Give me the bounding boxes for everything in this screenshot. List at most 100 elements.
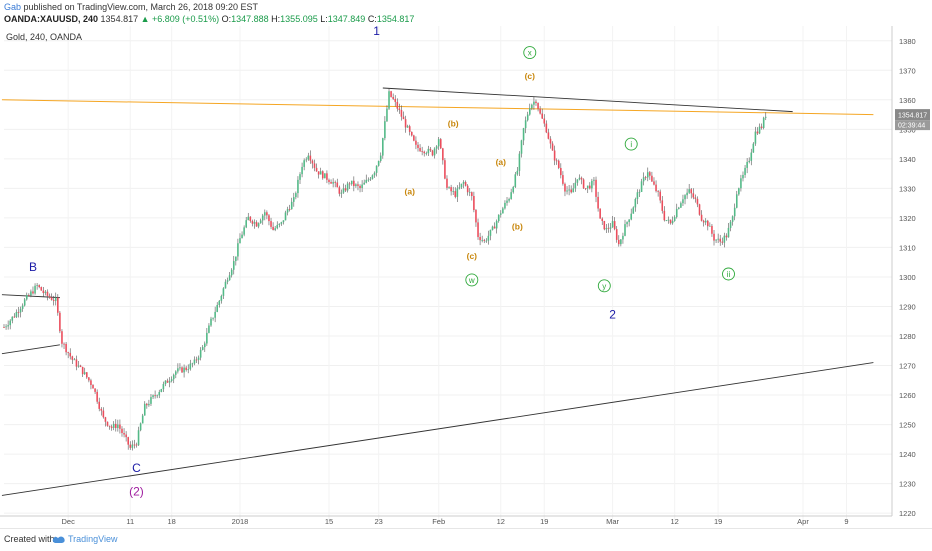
candle-body xyxy=(7,325,9,327)
candle-body xyxy=(154,395,156,397)
candle-body xyxy=(332,182,334,184)
candle-body xyxy=(117,424,119,429)
candle-body xyxy=(746,161,748,168)
y-tick-label: 1220 xyxy=(899,509,916,518)
candle-body xyxy=(413,135,415,141)
candle-body xyxy=(270,221,272,227)
candle-body xyxy=(518,153,521,171)
candle-body xyxy=(63,343,65,345)
candle-body xyxy=(230,269,233,276)
candle-body xyxy=(321,171,324,179)
candle-body xyxy=(510,192,512,199)
candle-body xyxy=(297,179,299,194)
candle-body xyxy=(232,261,235,270)
candle-body xyxy=(404,119,407,128)
candle-body xyxy=(675,208,678,218)
candle-body xyxy=(572,188,575,193)
candle-body xyxy=(48,295,51,298)
candle-body xyxy=(547,132,550,139)
resistance-line xyxy=(1,99,874,116)
candle-body xyxy=(551,143,554,151)
x-tick-label: 15 xyxy=(325,517,333,526)
candle-body xyxy=(40,287,43,291)
candle-body xyxy=(123,432,125,435)
candle-body xyxy=(713,233,715,241)
candle-body xyxy=(220,295,223,301)
candle-body xyxy=(410,131,413,136)
x-tick-label: 18 xyxy=(167,517,175,526)
candle-body xyxy=(663,210,666,221)
candle-body xyxy=(555,160,558,162)
candle-body xyxy=(566,190,568,192)
y-tick-label: 1310 xyxy=(899,243,916,252)
candle-body xyxy=(338,187,341,194)
candle-body xyxy=(139,423,142,431)
candle-body xyxy=(15,311,18,318)
candle-body xyxy=(439,139,442,149)
candle-body xyxy=(557,160,560,168)
wave-label: (a) xyxy=(405,186,416,196)
candle-body xyxy=(483,240,486,241)
candle-body xyxy=(733,207,736,217)
candle-body xyxy=(624,224,626,236)
candle-body xyxy=(526,114,529,121)
published-text: published on TradingView.com, March 26, … xyxy=(23,2,259,12)
candle-body xyxy=(168,380,171,383)
candle-body xyxy=(185,367,187,370)
candle-body xyxy=(686,192,688,196)
candle-body xyxy=(137,430,140,446)
candle-body xyxy=(673,217,676,221)
candle-body xyxy=(313,163,316,168)
author-link[interactable]: Gab xyxy=(4,2,22,12)
candle-body xyxy=(740,178,742,189)
candle-body xyxy=(388,91,390,109)
candle-body xyxy=(609,227,612,229)
candle-body xyxy=(549,138,552,144)
candle-body xyxy=(659,191,661,201)
candle-body xyxy=(96,391,98,402)
candle-body xyxy=(715,239,717,241)
candle-body xyxy=(475,209,477,223)
candle-body xyxy=(350,180,353,185)
candle-body xyxy=(649,172,651,176)
wave-label: (c) xyxy=(525,71,536,81)
candle-body xyxy=(77,365,80,367)
candle-body xyxy=(696,198,699,205)
candle-body xyxy=(553,150,556,161)
candle-body xyxy=(719,238,722,242)
candle-body xyxy=(326,173,328,180)
candle-body xyxy=(545,123,548,133)
high-value: 1355.095 xyxy=(280,14,318,24)
tradingview-link[interactable]: TradingView xyxy=(68,534,118,544)
wave-circle-label: y xyxy=(602,282,606,291)
candle-body xyxy=(576,179,579,183)
candle-body xyxy=(497,214,500,222)
candle-body xyxy=(32,291,34,294)
candle-body xyxy=(423,151,426,154)
candle-body xyxy=(617,239,620,245)
candle-body xyxy=(216,304,219,312)
candle-body xyxy=(98,401,101,409)
candle-body xyxy=(489,229,492,236)
candle-body xyxy=(725,235,728,238)
candle-body xyxy=(266,212,268,216)
candle-body xyxy=(324,173,326,179)
candle-body xyxy=(400,109,403,117)
candle-body xyxy=(491,226,494,230)
candle-body xyxy=(578,177,581,180)
wave-label: C xyxy=(132,461,141,475)
candle-body xyxy=(152,395,154,398)
symbol-label: OANDA:XAUUSD, 240 xyxy=(4,14,99,24)
candle-body xyxy=(628,219,630,223)
candle-body xyxy=(607,227,610,229)
candle-body xyxy=(170,379,173,381)
candle-body xyxy=(452,191,454,192)
candle-body xyxy=(311,160,314,164)
candle-body xyxy=(444,160,446,179)
candle-body xyxy=(102,410,105,418)
candle-body xyxy=(187,369,190,371)
candle-body xyxy=(315,167,318,172)
candle-body xyxy=(702,220,705,223)
candle-body xyxy=(112,423,115,428)
